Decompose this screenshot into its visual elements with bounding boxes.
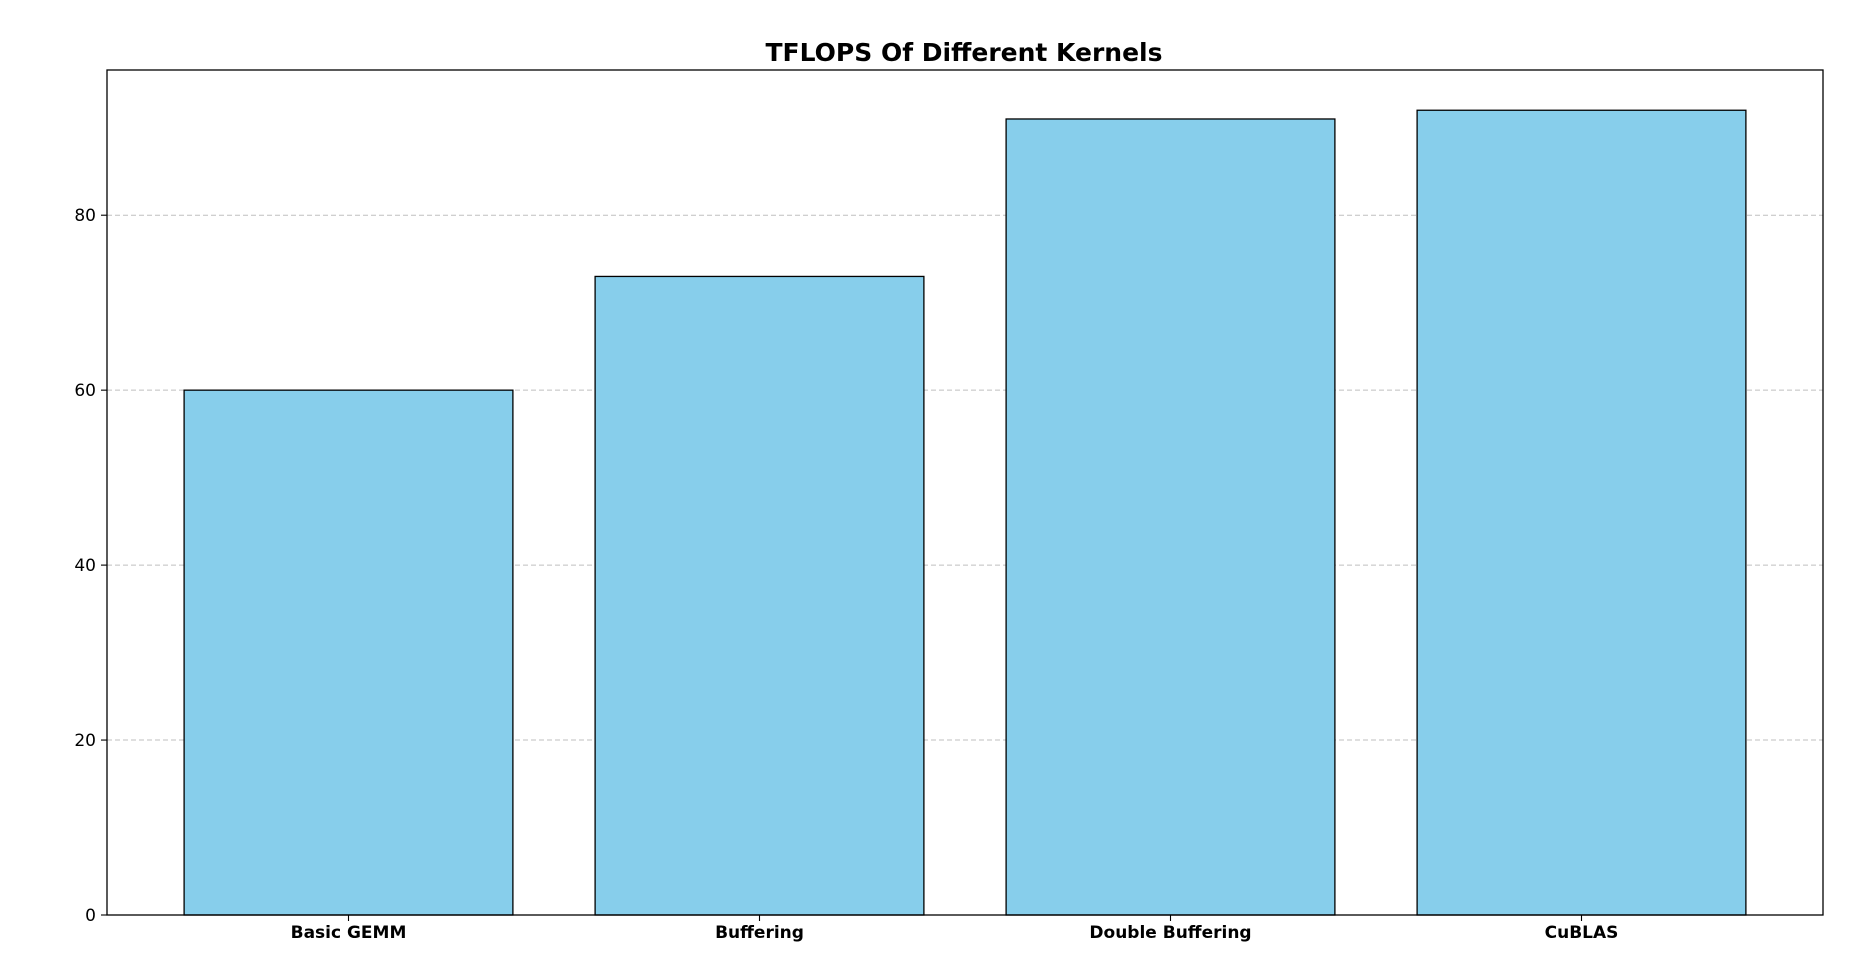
x-tick-label: Double Buffering (1089, 923, 1251, 943)
bar-buffering (594, 275, 925, 916)
plot-frame (106, 69, 1824, 916)
x-tick-label: Buffering (715, 923, 804, 943)
chart-title: TFLOPS Of Different Kernels (766, 38, 1163, 67)
y-axis: 0 20 40 60 80 (74, 206, 107, 926)
bars (183, 109, 1747, 916)
y-tick-label: 80 (74, 206, 96, 226)
x-tick-label: Basic GEMM (291, 923, 407, 943)
bar-double-buffering (1005, 118, 1336, 916)
y-tick-label: 40 (74, 556, 96, 576)
bar-basic-gemm (183, 389, 514, 916)
x-tick-label: CuBLAS (1545, 923, 1619, 943)
y-tick-label: 0 (85, 906, 96, 926)
grid-lines (107, 214, 1823, 741)
y-tick-label: 20 (74, 731, 96, 751)
y-tick-label: 60 (74, 381, 96, 401)
x-axis: Basic GEMM Buffering Double Buffering CuBLA… (291, 915, 1619, 943)
bar-cublas (1416, 109, 1747, 916)
